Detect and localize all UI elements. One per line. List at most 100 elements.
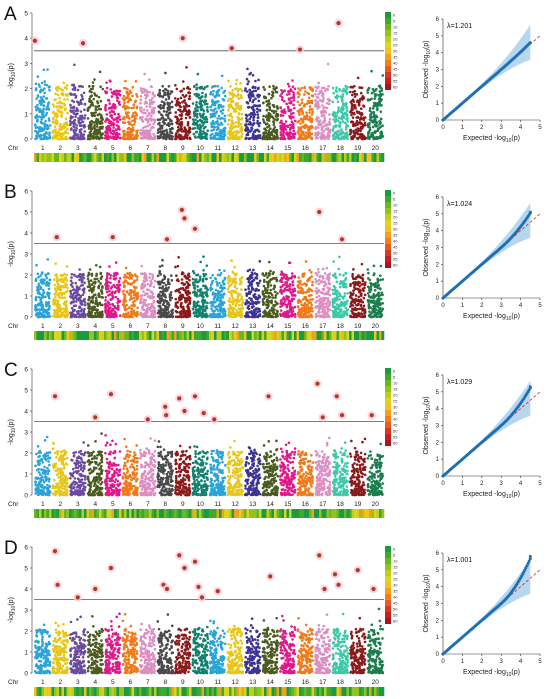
snp-point (36, 315, 40, 318)
snp-point (173, 97, 177, 100)
snp-point (146, 282, 150, 286)
snp-point (279, 126, 283, 130)
snp-point (34, 279, 38, 283)
snp-point (100, 121, 103, 125)
snp-point (121, 290, 125, 293)
snp-point (332, 91, 336, 95)
snp-point (115, 283, 119, 287)
snp-point (72, 128, 76, 132)
density-strip-bin (71, 153, 75, 162)
snp-point (192, 132, 196, 136)
snp-point (112, 277, 116, 281)
snp-point (153, 136, 157, 140)
snp-point (262, 114, 265, 118)
snp-point (358, 128, 361, 131)
snp-point (304, 131, 308, 135)
snp-point (152, 111, 156, 114)
density-strip-bin (79, 153, 82, 162)
density-strip-bin (81, 153, 85, 162)
snp-point (198, 294, 202, 297)
snp-point (372, 90, 376, 93)
snp-point (93, 78, 96, 81)
snp-point (263, 135, 267, 139)
snp-point (344, 84, 347, 88)
snp-point (99, 133, 103, 137)
snp-point (209, 92, 212, 96)
snp-point (60, 115, 63, 118)
snp-point (217, 123, 220, 126)
snp-point (46, 104, 50, 108)
snp-point (209, 105, 213, 109)
snp-point (93, 123, 96, 127)
snp-point (200, 132, 204, 136)
snp-point (366, 136, 370, 140)
snp-point (255, 107, 259, 111)
snp-point (48, 304, 51, 308)
snp-point (76, 112, 79, 116)
snp-point (239, 94, 243, 97)
snp-point (99, 271, 103, 275)
chromosome-tick-label: 15 (284, 145, 292, 152)
snp-point (219, 128, 222, 132)
snp-point (303, 93, 306, 96)
snp-point (272, 87, 276, 90)
density-strip-bin (56, 153, 60, 162)
snp-point (88, 105, 92, 109)
snp-point (112, 90, 116, 93)
density-strip-bin (51, 153, 55, 162)
snp-point (66, 131, 69, 135)
snp-point (125, 272, 129, 275)
snp-point (162, 308, 165, 312)
snp-point (135, 93, 138, 96)
snp-point (63, 285, 67, 289)
snp-point (47, 108, 51, 111)
snp-point (189, 137, 192, 141)
snp-point (186, 293, 189, 297)
snp-point (147, 306, 150, 310)
snp-point (288, 123, 292, 127)
chromosome-tick-label: 2 (58, 145, 62, 152)
snp-point (121, 121, 125, 124)
snp-point (300, 98, 304, 102)
chromosome-7-snps (138, 264, 157, 319)
snp-point (143, 293, 147, 297)
snp-point (332, 125, 336, 128)
snp-point (210, 121, 213, 125)
snp-point (284, 120, 288, 123)
snp-point (73, 63, 76, 67)
snp-point (36, 95, 40, 98)
snp-point (73, 112, 76, 115)
density-strip-bin (189, 153, 192, 162)
snp-point (272, 104, 276, 107)
snp-point (123, 273, 127, 277)
snp-point (185, 86, 189, 90)
snp-point (78, 272, 82, 276)
snp-point (74, 281, 78, 285)
snp-point (227, 79, 230, 83)
snp-point (271, 93, 274, 97)
density-legend-label: 20 (393, 37, 398, 42)
density-legend-label: 40 (393, 61, 398, 66)
snp-point (113, 92, 117, 96)
snp-point (379, 117, 383, 121)
snp-point (135, 95, 139, 98)
snp-point (53, 278, 56, 281)
snp-point (223, 94, 227, 98)
snp-point (226, 136, 230, 139)
snp-point (308, 108, 312, 112)
snp-point (125, 275, 129, 279)
snp-point (252, 89, 256, 93)
snp-point (213, 112, 216, 116)
snp-point (219, 296, 222, 300)
chromosome-7-snps (138, 72, 157, 141)
snp-point (121, 136, 125, 140)
snp-point (194, 118, 197, 122)
snp-point (133, 299, 137, 302)
snp-point (99, 85, 102, 88)
snp-point (60, 136, 64, 139)
snp-point (129, 91, 133, 94)
chromosome-tick-label: 14 (267, 145, 275, 152)
snp-point (87, 125, 91, 128)
